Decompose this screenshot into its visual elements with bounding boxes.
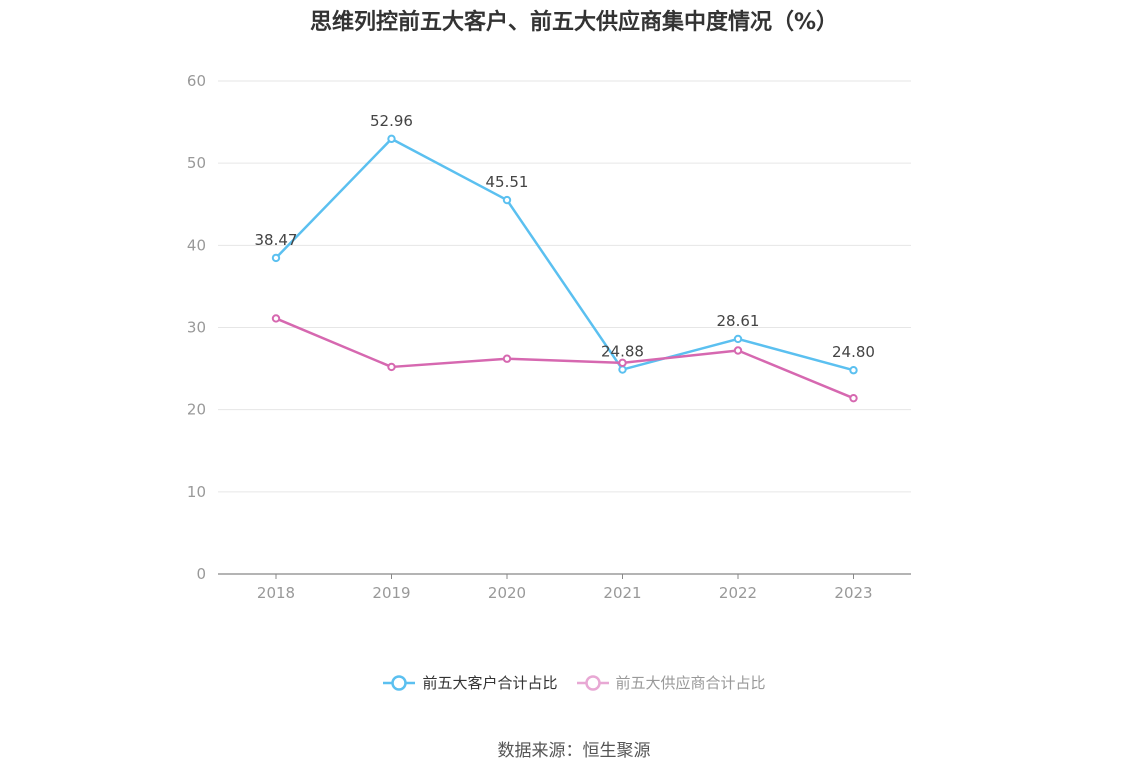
- y-tick-label: 60: [187, 72, 206, 90]
- data-point: [733, 334, 743, 344]
- x-tick-label: 2021: [603, 584, 641, 602]
- legend-line-circle-icon: [383, 674, 416, 691]
- data-point: [387, 134, 396, 144]
- x-tick-label: 2023: [834, 584, 872, 602]
- data-labels: 38.47 52.96 45.51 24.88 28.61 24.80: [255, 112, 875, 361]
- data-point: [271, 253, 281, 263]
- data-point: [733, 346, 743, 355]
- x-tick-label: 2018: [257, 584, 295, 602]
- chart-title: 思维列控前五大客户、前五大供应商集中度情况（%）: [309, 10, 839, 35]
- y-tick-label: 50: [187, 154, 206, 172]
- line-chart: 0 10 20 30 40 50 60 2018 2019 2020 2021 2022 2023 38…: [187, 72, 911, 602]
- data-label: 52.96: [370, 112, 413, 130]
- series: [271, 134, 858, 403]
- legend-label: 前五大客户合计占比: [422, 674, 558, 692]
- data-label: 24.88: [601, 343, 644, 361]
- data-point: [849, 366, 858, 375]
- legend-item-1[interactable]: 前五大客户合计占比: [382, 672, 558, 693]
- data-label: 24.80: [832, 343, 875, 361]
- data-label: 38.47: [255, 231, 298, 249]
- data-label: 45.51: [486, 173, 529, 191]
- legend: 前五大客户合计占比 前五大供应商合计占比: [0, 672, 1148, 693]
- data-point: [849, 393, 858, 403]
- data-point: [271, 314, 281, 323]
- y-tick-label: 20: [187, 401, 206, 419]
- data-point: [618, 365, 627, 374]
- data-label: 28.61: [717, 312, 760, 330]
- axes: 0 10 20 30 40 50 60 2018 2019 2020 2021 2022 2023: [187, 72, 911, 602]
- legend-line-circle-icon: [576, 674, 609, 691]
- x-tick-label: 2019: [372, 584, 410, 602]
- data-point: [618, 358, 627, 368]
- legend-item-2[interactable]: 前五大供应商合计占比: [576, 672, 766, 693]
- grid-lines: [218, 80, 911, 493]
- y-tick-label: 30: [187, 319, 206, 337]
- data-point: [502, 195, 512, 205]
- legend-label: 前五大供应商合计占比: [615, 674, 766, 692]
- y-tick-label: 10: [187, 483, 206, 501]
- y-tick-label: 40: [187, 236, 206, 254]
- data-point: [387, 362, 396, 372]
- y-tick-label: 0: [196, 565, 206, 583]
- series-line-2: [275, 317, 854, 400]
- x-tick-label: 2020: [488, 584, 526, 602]
- series-line-1: [275, 137, 854, 372]
- x-tick-label: 2022: [719, 584, 757, 602]
- data-point: [502, 354, 512, 363]
- data-source: 数据来源：恒生聚源: [497, 741, 651, 761]
